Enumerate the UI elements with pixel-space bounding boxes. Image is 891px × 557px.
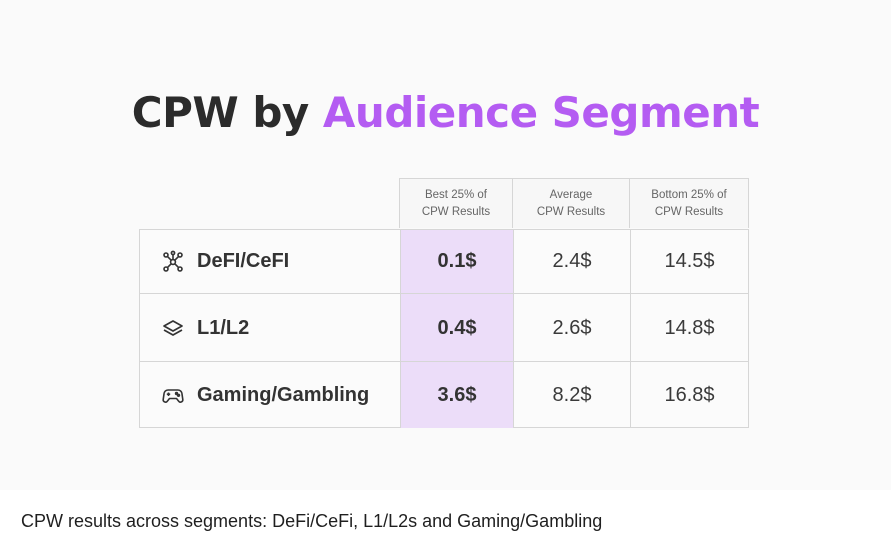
table-row: Gaming/Gambling 3.6$ 8.2$ 16.8$ (140, 361, 748, 428)
infographic-card: CPW by Audience Segment Best 25% of CPW … (0, 0, 891, 490)
header-best-line1: Best 25% of (400, 187, 512, 204)
gamepad-icon (161, 383, 185, 407)
bottom-value: 14.5$ (630, 230, 748, 293)
header-average-line2: CPW Results (513, 204, 629, 221)
bottom-value: 14.8$ (630, 294, 748, 362)
network-icon (161, 250, 185, 274)
title-main: CPW by (132, 88, 323, 137)
table-body: DeFI/CeFI 0.1$ 2.4$ 14.5$ L1/L2 0.4$ (139, 229, 749, 428)
average-value: 2.4$ (513, 230, 630, 293)
average-value: 8.2$ (513, 362, 630, 428)
row-label-cell: L1/L2 (140, 294, 400, 362)
header-bottom-line1: Bottom 25% of (630, 187, 748, 204)
bottom-value: 16.8$ (630, 362, 748, 428)
best-value: 0.4$ (400, 294, 513, 362)
header-bottom-line2: CPW Results (630, 204, 748, 221)
row-label: Gaming/Gambling (197, 384, 369, 407)
header-average-line1: Average (513, 187, 629, 204)
best-value: 0.1$ (400, 230, 513, 293)
table-row: DeFI/CeFI 0.1$ 2.4$ 14.5$ (140, 230, 748, 293)
row-label-cell: DeFI/CeFI (140, 230, 400, 293)
header-best-line2: CPW Results (400, 204, 512, 221)
title-accent: Audience Segment (323, 88, 759, 137)
image-caption: CPW results across segments: DeFi/CeFi, … (21, 511, 602, 532)
row-label: DeFI/CeFI (197, 250, 289, 273)
header-average: Average CPW Results (512, 178, 630, 228)
header-best: Best 25% of CPW Results (399, 178, 513, 228)
best-value: 3.6$ (400, 362, 513, 428)
row-label: L1/L2 (197, 317, 249, 340)
header-bottom: Bottom 25% of CPW Results (629, 178, 749, 228)
table-row: L1/L2 0.4$ 2.6$ 14.8$ (140, 293, 748, 362)
average-value: 2.6$ (513, 294, 630, 362)
row-label-cell: Gaming/Gambling (140, 362, 400, 428)
page-title: CPW by Audience Segment (0, 88, 891, 137)
layers-icon (161, 316, 185, 340)
